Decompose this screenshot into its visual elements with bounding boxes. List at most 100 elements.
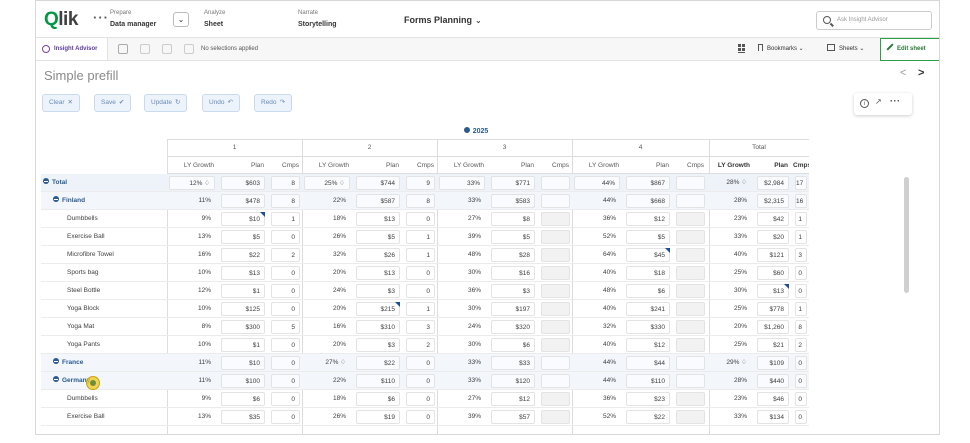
row-label[interactable]: France bbox=[43, 354, 83, 372]
redo-button[interactable]: Redo ↷ bbox=[254, 94, 292, 112]
sheets-button[interactable]: Sheets ⌄ bbox=[827, 38, 864, 60]
cmps-input[interactable]: 0 bbox=[406, 374, 435, 388]
cmps-input[interactable] bbox=[541, 374, 570, 388]
plan-input[interactable]: $3 bbox=[356, 338, 400, 352]
plan-input[interactable]: $300 bbox=[221, 320, 265, 334]
cmps-input[interactable]: 2 bbox=[406, 338, 435, 352]
plan-input[interactable]: $10 bbox=[221, 212, 265, 226]
clear-selections-icon[interactable] bbox=[184, 44, 194, 54]
plan-input[interactable]: $744 bbox=[356, 176, 400, 190]
plan-input[interactable]: $6 bbox=[221, 392, 265, 406]
nav-narrate[interactable]: Narrate Storytelling bbox=[298, 8, 337, 30]
cmps-input[interactable] bbox=[541, 212, 570, 226]
plan-input[interactable]: $603 bbox=[221, 176, 265, 190]
plan-input[interactable]: $22 bbox=[356, 356, 400, 370]
cmps-input[interactable]: 1 bbox=[406, 302, 435, 316]
plan-input[interactable]: $57 bbox=[491, 410, 535, 424]
plan-input[interactable]: $5 bbox=[356, 230, 400, 244]
cmps-input[interactable] bbox=[541, 356, 570, 370]
cmps-input[interactable]: 2 bbox=[271, 248, 300, 262]
edit-sheet-button[interactable]: Edit sheet bbox=[880, 38, 939, 61]
collapse-toggle-icon[interactable] bbox=[43, 178, 49, 184]
plan-input[interactable]: $18 bbox=[626, 266, 670, 280]
cmps-input[interactable]: 0 bbox=[406, 356, 435, 370]
plan-input[interactable]: $5 bbox=[491, 230, 535, 244]
cmps-input[interactable]: 5 bbox=[271, 320, 300, 334]
plan-input[interactable]: $19 bbox=[356, 410, 400, 424]
plan-input[interactable]: $330 bbox=[626, 320, 670, 334]
cmps-input[interactable]: 0 bbox=[271, 302, 300, 316]
save-button[interactable]: Save ✔ bbox=[94, 94, 132, 112]
row-label[interactable]: Finland bbox=[43, 192, 85, 210]
plan-input[interactable]: $26 bbox=[356, 248, 400, 262]
plan-input[interactable]: $587 bbox=[356, 194, 400, 208]
smart-search-icon[interactable] bbox=[118, 44, 128, 54]
cmps-input[interactable] bbox=[541, 248, 570, 262]
plan-input[interactable]: $6 bbox=[626, 284, 670, 298]
plan-input[interactable]: $13 bbox=[356, 212, 400, 226]
plan-input[interactable]: $28 bbox=[491, 248, 535, 262]
collapse-toggle-icon[interactable] bbox=[53, 196, 59, 202]
cmps-input[interactable] bbox=[676, 410, 705, 424]
undo-button[interactable]: Undo ↶ bbox=[202, 94, 240, 112]
row-label[interactable]: Germany bbox=[43, 372, 90, 390]
cmps-input[interactable] bbox=[676, 320, 705, 334]
more-menu-icon[interactable]: ··· bbox=[93, 10, 109, 25]
cmps-input[interactable] bbox=[541, 338, 570, 352]
plan-input[interactable]: $320 bbox=[491, 320, 535, 334]
plan-input[interactable]: $1 bbox=[221, 284, 265, 298]
vertical-scrollbar[interactable] bbox=[904, 177, 909, 293]
info-icon[interactable]: i bbox=[860, 99, 869, 108]
cmps-input[interactable]: 0 bbox=[406, 284, 435, 298]
cmps-input[interactable] bbox=[676, 356, 705, 370]
cmps-input[interactable] bbox=[676, 176, 705, 190]
nav-prepare[interactable]: Prepare Data manager bbox=[110, 8, 156, 30]
plan-input[interactable]: $110 bbox=[626, 374, 670, 388]
plan-input[interactable]: $6 bbox=[491, 338, 535, 352]
cmps-input[interactable] bbox=[676, 266, 705, 280]
plan-input[interactable]: $478 bbox=[221, 194, 265, 208]
cmps-input[interactable]: 3 bbox=[406, 320, 435, 334]
cmps-input[interactable] bbox=[676, 284, 705, 298]
plan-input[interactable]: $23 bbox=[626, 392, 670, 406]
plan-input[interactable]: $110 bbox=[356, 374, 400, 388]
cmps-input[interactable]: 0 bbox=[271, 356, 300, 370]
cmps-input[interactable]: 8 bbox=[271, 194, 300, 208]
previous-sheet-chevron-icon[interactable]: < bbox=[900, 67, 907, 79]
clear-button[interactable]: Clear ✕ bbox=[42, 94, 80, 112]
cmps-input[interactable] bbox=[676, 230, 705, 244]
cmps-input[interactable]: 0 bbox=[271, 410, 300, 424]
cmps-input[interactable]: 0 bbox=[406, 410, 435, 424]
qlik-logo[interactable]: Qlik bbox=[44, 9, 78, 31]
cmps-input[interactable] bbox=[676, 374, 705, 388]
plan-input[interactable]: $215 bbox=[356, 302, 400, 316]
next-sheet-chevron-icon[interactable]: > bbox=[918, 67, 925, 79]
cmps-input[interactable] bbox=[541, 266, 570, 280]
collapse-toggle-icon[interactable] bbox=[53, 376, 59, 382]
more-options-icon[interactable]: ··· bbox=[890, 96, 901, 106]
row-label[interactable]: Total bbox=[43, 174, 67, 192]
plan-input[interactable]: $13 bbox=[356, 266, 400, 280]
cmps-input[interactable] bbox=[541, 410, 570, 424]
cmps-input[interactable] bbox=[541, 284, 570, 298]
plan-input[interactable]: $100 bbox=[221, 374, 265, 388]
cmps-input[interactable]: 0 bbox=[271, 284, 300, 298]
plan-input[interactable]: $583 bbox=[491, 194, 535, 208]
search-input[interactable]: Ask Insight Advisor bbox=[816, 11, 932, 30]
plan-input[interactable]: $12 bbox=[626, 212, 670, 226]
cmps-input[interactable] bbox=[676, 302, 705, 316]
plan-input[interactable]: $1 bbox=[221, 338, 265, 352]
prepare-dropdown-chevron-icon[interactable]: ⌄ bbox=[173, 12, 189, 27]
cmps-input[interactable] bbox=[676, 392, 705, 406]
plan-input[interactable]: $771 bbox=[491, 176, 535, 190]
plan-input[interactable]: $16 bbox=[491, 266, 535, 280]
cmps-input[interactable] bbox=[541, 230, 570, 244]
update-button[interactable]: Update ↻ bbox=[144, 94, 188, 112]
plan-input[interactable]: $125 bbox=[221, 302, 265, 316]
cmps-input[interactable] bbox=[541, 194, 570, 208]
cmps-input[interactable] bbox=[541, 302, 570, 316]
cmps-input[interactable]: 1 bbox=[406, 230, 435, 244]
cmps-input[interactable]: 0 bbox=[406, 266, 435, 280]
step-forward-icon[interactable] bbox=[162, 44, 172, 54]
cmps-input[interactable]: 0 bbox=[271, 230, 300, 244]
